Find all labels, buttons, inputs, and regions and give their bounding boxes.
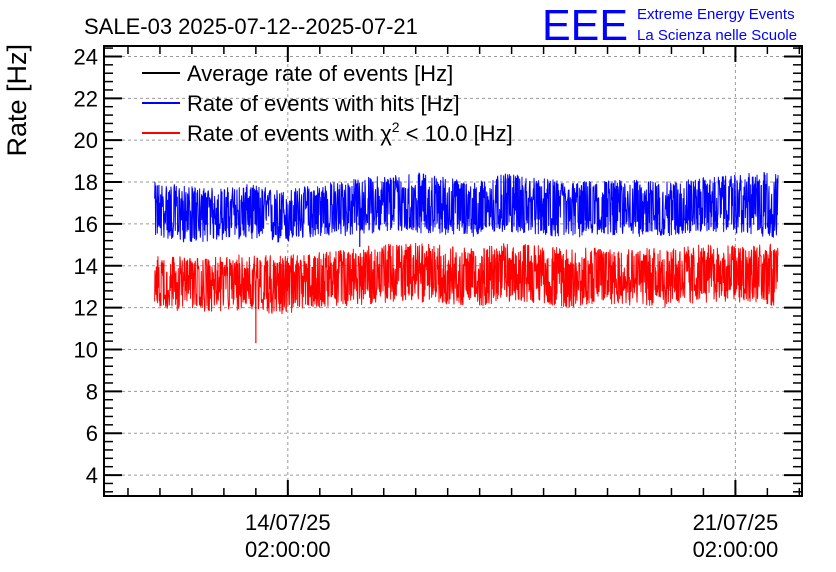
x-tick-label-date: 21/07/25 [693,510,779,535]
series-line [154,242,779,315]
y-tick-label: 14 [74,254,98,279]
series-line [154,171,779,243]
plot-frame [103,45,803,497]
eee-logo: EEE Extreme Energy Events La Scienza nel… [542,1,797,50]
legend-label: Average rate of events [Hz] [187,61,453,86]
y-tick-label: 4 [86,463,98,488]
chart-title: SALE-03 2025-07-12--2025-07-21 [84,14,418,39]
x-tick-label-time: 02:00:00 [245,537,331,562]
y-axis-label: Rate [Hz] [2,44,32,157]
x-tick-label-time: 02:00:00 [693,537,779,562]
logo-letters: EEE [542,1,628,50]
y-tick-label: 20 [74,128,98,153]
axis-ticks [104,46,802,496]
y-tick-label: 12 [74,296,98,321]
y-tick-label: 24 [74,44,98,69]
legend-label: Rate of events with hits [Hz] [187,91,460,116]
y-tick-label: 22 [74,86,98,111]
logo-line-2: La Scienza nelle Scuole [637,27,797,44]
y-tick-label: 16 [74,212,98,237]
legend: Average rate of events [Hz] Rate of event… [142,61,513,146]
tick-labels: 468101214161820222414/07/2502:00:0021/07… [74,44,779,562]
y-tick-label: 8 [86,379,98,404]
logo-line-1: Extreme Energy Events [637,6,795,23]
y-tick-label: 10 [74,337,98,362]
legend-label: Rate of events with χ2 < 10.0 [Hz] [187,119,513,146]
series-area [154,171,779,344]
x-tick-label-date: 14/07/25 [245,510,331,535]
y-tick-label: 6 [86,421,98,446]
y-tick-label: 18 [74,170,98,195]
